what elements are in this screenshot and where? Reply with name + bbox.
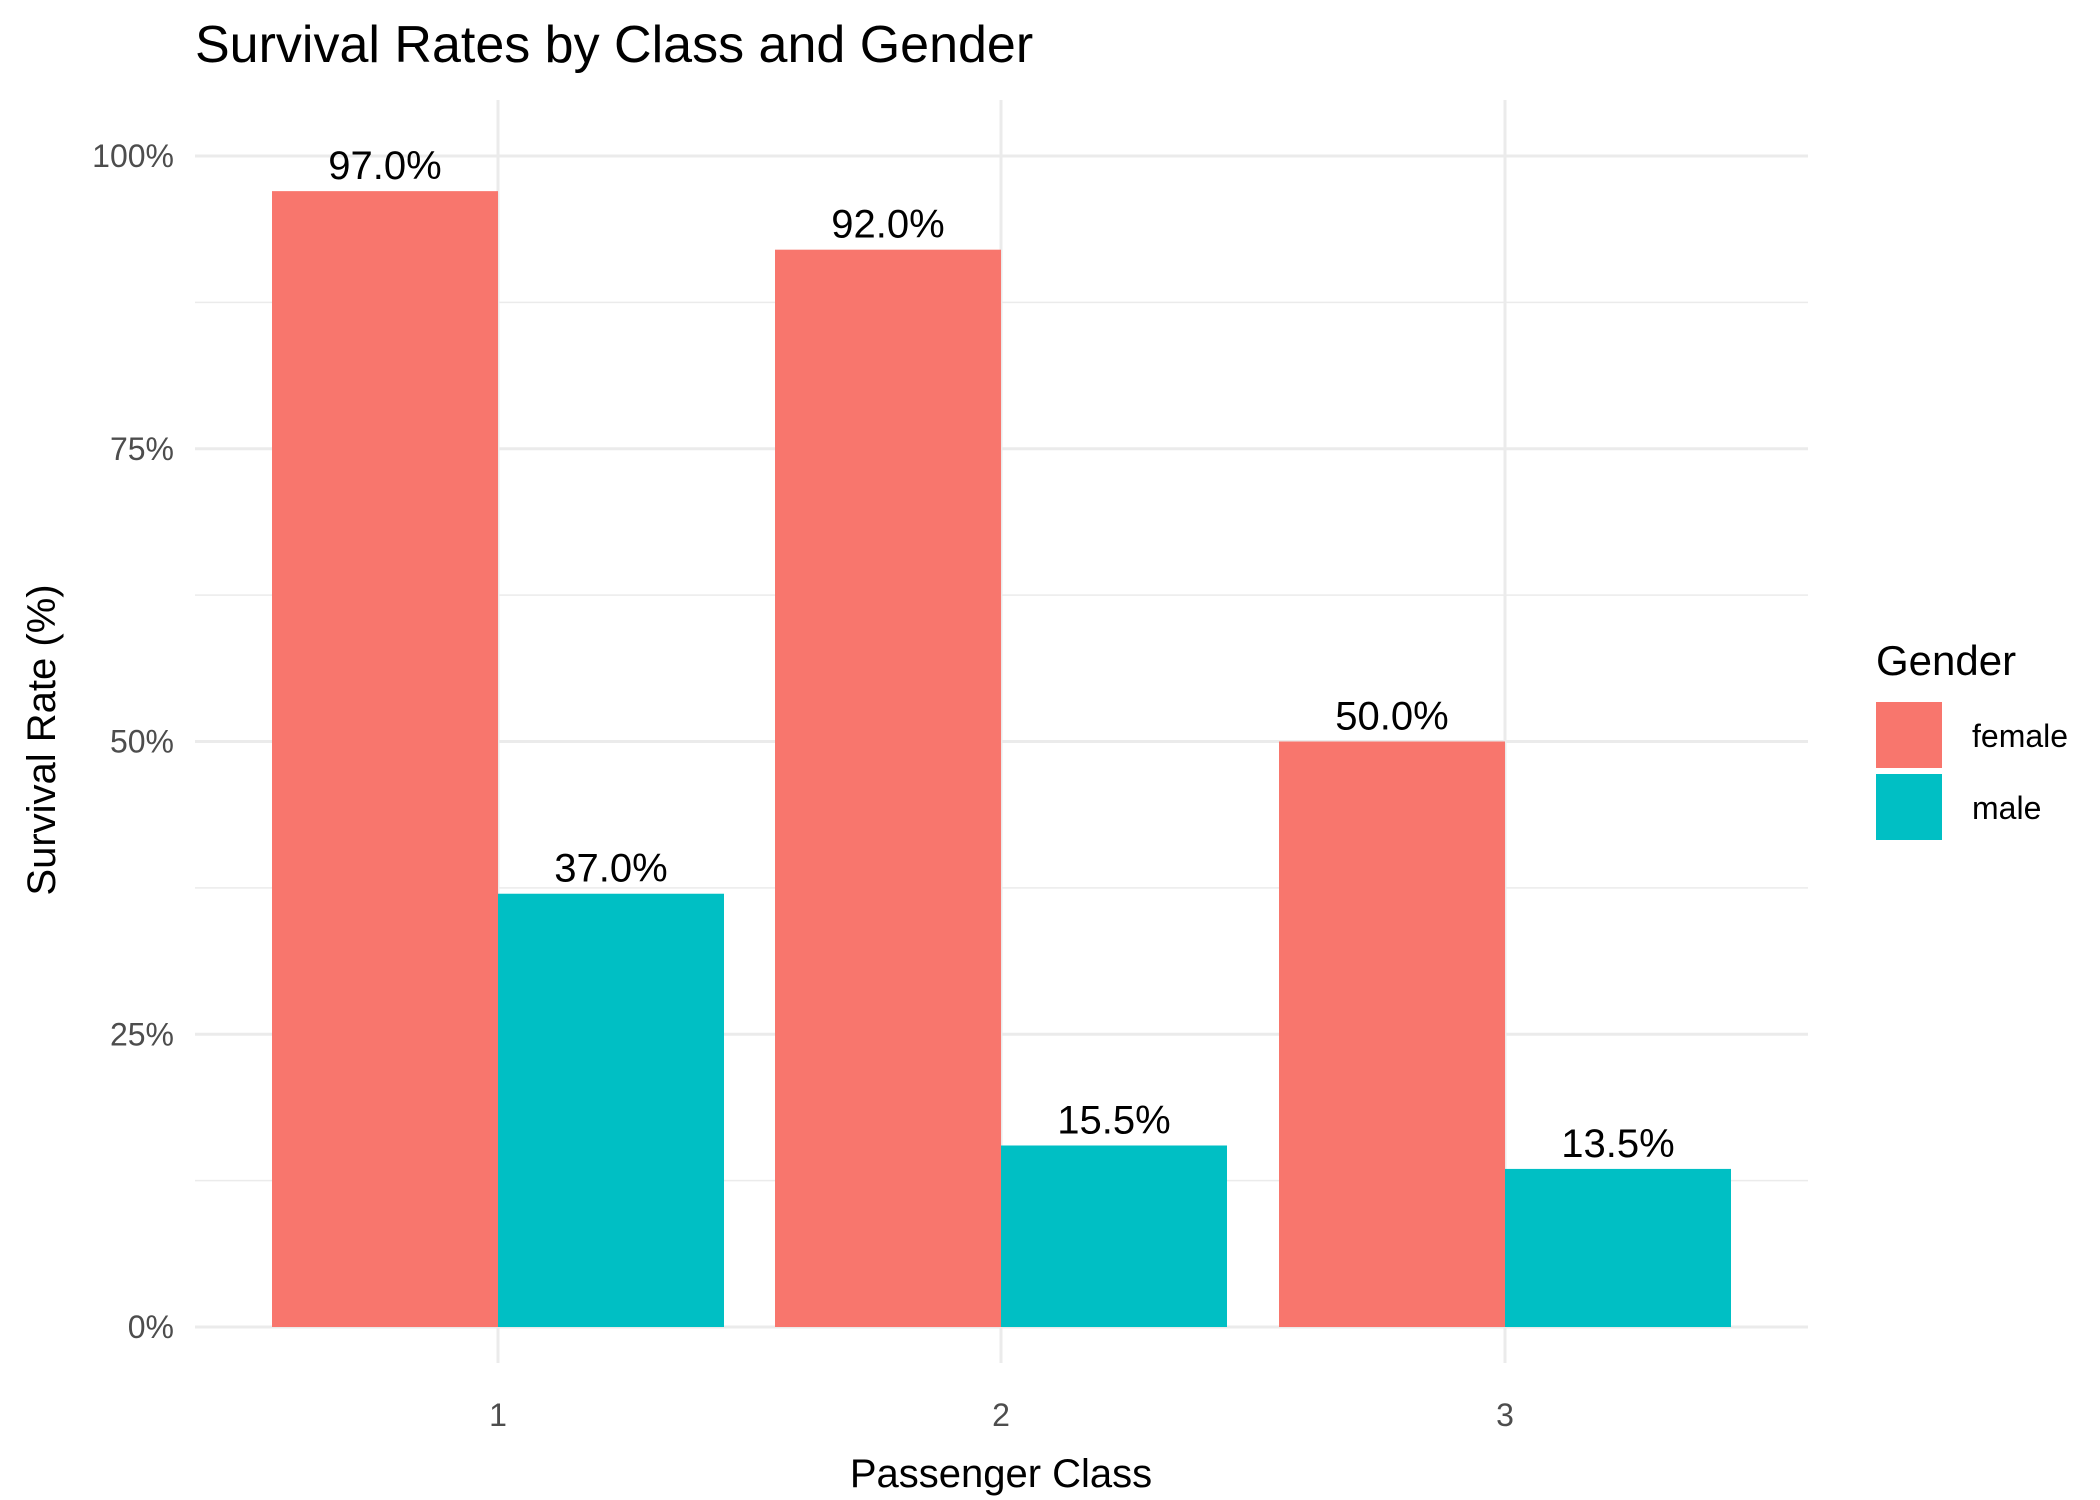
bar-male-class-2	[1001, 1145, 1227, 1327]
data-label-female-class-3: 50.0%	[1335, 695, 1448, 739]
bar-male-class-3	[1505, 1168, 1731, 1327]
x-axis-ticks: 1 2 3	[489, 1397, 1514, 1433]
bar-male-class-1	[498, 893, 724, 1327]
x-tick-label: 1	[489, 1397, 507, 1433]
y-axis-ticks: 0% 25% 50% 75% 100%	[92, 138, 174, 1345]
legend: Gender female male	[1876, 637, 2068, 840]
x-axis-title: Passenger Class	[850, 1452, 1152, 1496]
data-label-male-class-1: 37.0%	[554, 847, 667, 891]
data-label-male-class-2: 15.5%	[1057, 1098, 1170, 1142]
legend-swatch-female	[1876, 702, 1942, 768]
bar-female-class-1	[272, 191, 498, 1327]
data-label-female-class-2: 92.0%	[831, 203, 944, 247]
y-axis-title: Survival Rate (%)	[20, 584, 64, 895]
data-label-female-class-1: 97.0%	[328, 144, 441, 188]
y-tick-label: 25%	[110, 1016, 174, 1052]
y-tick-label: 50%	[110, 724, 174, 760]
data-label-male-class-3: 13.5%	[1561, 1122, 1674, 1166]
chart-title: Survival Rates by Class and Gender	[195, 16, 1033, 74]
bar-female-class-3	[1279, 741, 1505, 1327]
legend-swatch-male	[1876, 774, 1942, 840]
y-tick-label: 75%	[110, 431, 174, 467]
legend-label-male: male	[1972, 790, 2041, 826]
legend-title: Gender	[1876, 637, 2016, 684]
y-tick-label: 0%	[128, 1309, 174, 1345]
data-labels: 97.0% 37.0% 92.0% 15.5% 50.0% 13.5%	[328, 144, 1674, 1166]
x-tick-label: 3	[1496, 1397, 1514, 1433]
bar-female-class-2	[775, 249, 1001, 1328]
legend-items: female male	[1876, 702, 2068, 840]
bars	[272, 191, 1731, 1328]
x-tick-label: 2	[992, 1397, 1010, 1433]
legend-label-female: female	[1972, 718, 2068, 754]
y-tick-label: 100%	[92, 138, 174, 174]
